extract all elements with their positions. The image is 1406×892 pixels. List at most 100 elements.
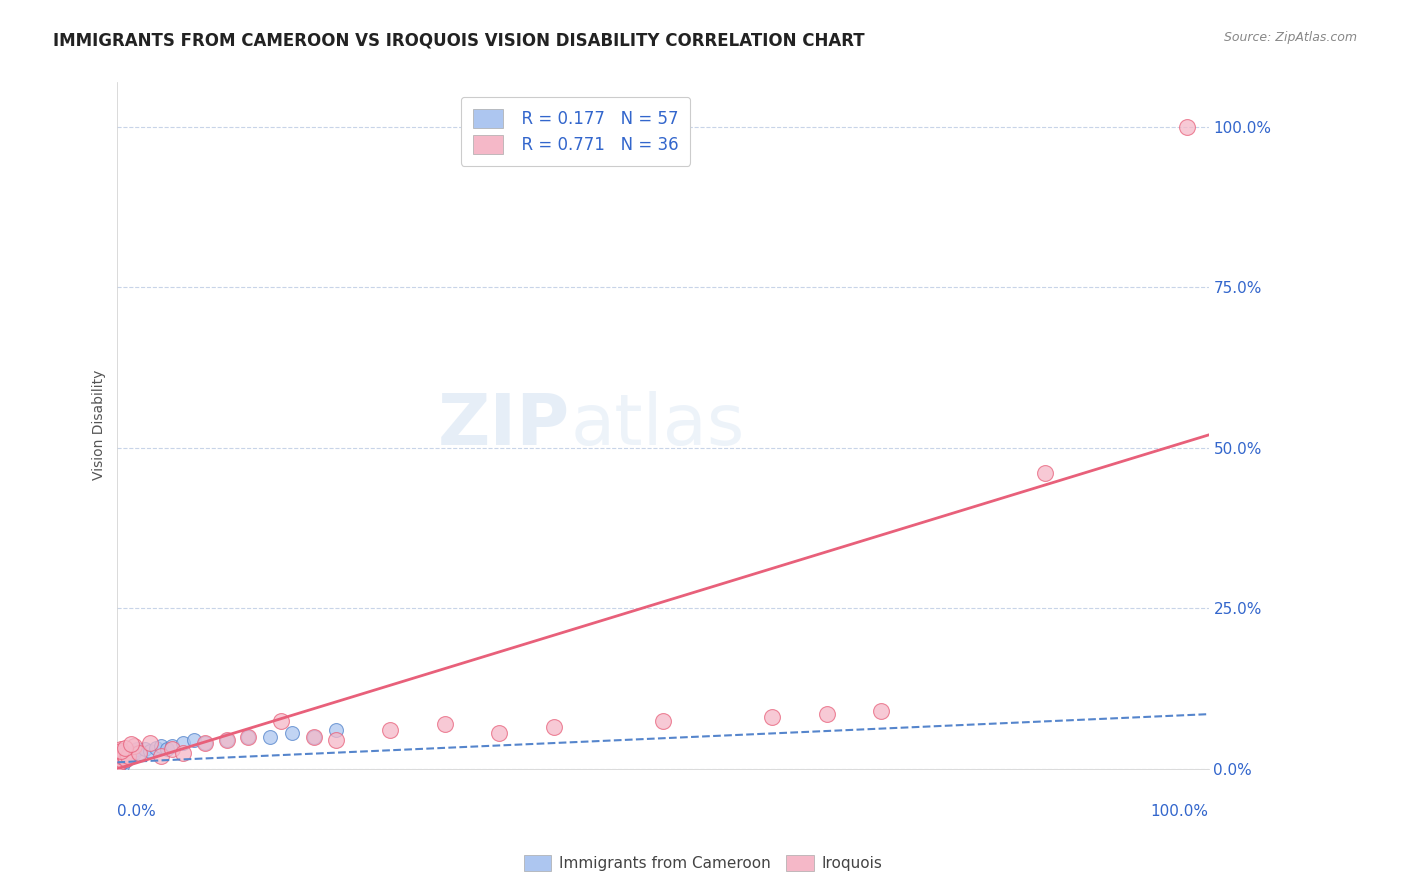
Point	[110, 748, 132, 763]
Point	[114, 746, 136, 760]
Point	[108, 748, 131, 763]
Point	[1175, 120, 1198, 134]
Point	[107, 756, 129, 771]
Point	[107, 752, 129, 766]
Point	[107, 756, 129, 771]
Point	[160, 742, 183, 756]
Legend: Immigrants from Cameroon, Iroquois: Immigrants from Cameroon, Iroquois	[517, 849, 889, 877]
Point	[115, 748, 138, 763]
Point	[110, 750, 132, 764]
Point	[380, 723, 402, 738]
Point	[108, 752, 131, 766]
Point	[145, 741, 167, 756]
Point	[115, 752, 138, 766]
Point	[160, 739, 183, 754]
Point	[815, 707, 838, 722]
Point	[108, 754, 131, 768]
Point	[215, 732, 238, 747]
Text: 100.0%: 100.0%	[1150, 804, 1209, 819]
Point	[122, 739, 145, 754]
Point	[433, 716, 456, 731]
Point	[108, 757, 131, 772]
Point	[107, 756, 129, 770]
Point	[108, 756, 131, 770]
Point	[128, 746, 150, 760]
Point	[117, 746, 139, 760]
Point	[281, 726, 304, 740]
Point	[172, 736, 194, 750]
Point	[325, 732, 347, 747]
Point	[1033, 467, 1056, 481]
Point	[183, 732, 205, 747]
Point	[194, 736, 217, 750]
Point	[110, 758, 132, 772]
Point	[110, 753, 132, 767]
Point	[488, 726, 510, 740]
Point	[139, 744, 162, 758]
Text: Source: ZipAtlas.com: Source: ZipAtlas.com	[1223, 31, 1357, 45]
Point	[128, 746, 150, 760]
Y-axis label: Vision Disability: Vision Disability	[93, 370, 107, 481]
Point	[172, 746, 194, 760]
Point	[150, 739, 173, 754]
Point	[238, 730, 260, 744]
Point	[110, 742, 132, 756]
Point	[122, 746, 145, 760]
Point	[870, 704, 893, 718]
Point	[108, 748, 131, 763]
Point	[134, 742, 156, 756]
Point	[110, 754, 132, 768]
Point	[111, 744, 134, 758]
Point	[302, 730, 325, 744]
Point	[111, 750, 134, 764]
Point	[112, 747, 135, 762]
Point	[107, 760, 129, 774]
Point	[114, 747, 136, 761]
Point	[111, 756, 134, 770]
Point	[270, 714, 292, 728]
Point	[107, 755, 129, 769]
Point	[194, 736, 217, 750]
Point	[302, 730, 325, 744]
Point	[108, 751, 131, 765]
Point	[215, 732, 238, 747]
Point	[111, 752, 134, 766]
Point	[110, 756, 132, 771]
Point	[107, 758, 129, 772]
Legend:   R = 0.177   N = 57,   R = 0.771   N = 36: R = 0.177 N = 57, R = 0.771 N = 36	[461, 97, 690, 166]
Point	[107, 757, 129, 772]
Point	[761, 710, 783, 724]
Point	[108, 756, 131, 770]
Point	[108, 752, 131, 766]
Text: atlas: atlas	[571, 391, 745, 459]
Point	[238, 730, 260, 744]
Point	[114, 741, 136, 756]
Point	[110, 746, 132, 760]
Point	[112, 747, 135, 761]
Point	[110, 744, 132, 758]
Point	[139, 736, 162, 750]
Point	[543, 720, 565, 734]
Point	[120, 748, 142, 763]
Point	[155, 742, 177, 756]
Point	[112, 751, 135, 765]
Text: 0.0%: 0.0%	[118, 804, 156, 819]
Point	[111, 750, 134, 764]
Point	[111, 746, 134, 760]
Point	[125, 742, 148, 756]
Point	[107, 752, 129, 766]
Point	[325, 723, 347, 738]
Point	[120, 737, 142, 751]
Point	[117, 748, 139, 763]
Point	[114, 754, 136, 768]
Point	[108, 756, 131, 770]
Point	[150, 748, 173, 763]
Point	[111, 747, 134, 762]
Point	[111, 752, 134, 766]
Text: ZIP: ZIP	[439, 391, 571, 459]
Point	[112, 748, 135, 763]
Point	[259, 730, 281, 744]
Point	[108, 753, 131, 767]
Point	[112, 750, 135, 764]
Point	[117, 752, 139, 766]
